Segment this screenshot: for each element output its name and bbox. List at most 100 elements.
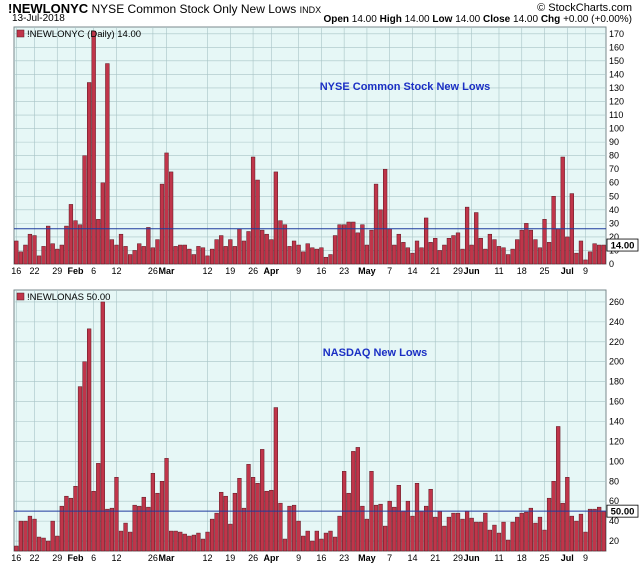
bar [560,156,565,265]
bar [55,535,60,552]
current-value-label: 50.00 [611,507,635,518]
bar [378,209,383,265]
x-tick-label: 18 [517,266,527,276]
bar [96,463,101,552]
bar [214,512,219,552]
bar [127,531,133,552]
x-tick-label: Jun [464,553,480,563]
bar [241,240,247,265]
bar [524,511,529,552]
plot-area [13,289,607,552]
y-tick-label: 200 [609,357,624,367]
current-value-label: 14.00 [611,241,635,252]
y-tick-label: 150 [609,56,624,66]
bar [551,196,556,265]
y-tick-label: 50 [609,191,619,201]
bar [410,252,415,265]
x-tick-label: 18 [517,553,527,563]
bar [528,229,533,265]
bar [533,522,538,552]
x-tick-label: 9 [296,553,301,563]
y-tick-label: 160 [609,397,624,407]
bar [82,155,87,265]
x-tick-label: 26 [248,266,258,276]
x-tick-label: 12 [111,553,121,563]
bar [597,506,602,552]
bar [578,240,584,265]
bar [565,236,570,265]
bar [260,229,265,265]
bar [46,540,51,552]
bar [483,248,488,265]
bar [342,224,347,265]
bar [150,473,156,552]
panel-1: 0102030405060708090100110120130140150160… [11,26,639,276]
bar [583,259,588,265]
bar [446,516,452,552]
close-value: 14.00 [513,14,539,25]
low-value: 14.00 [455,14,481,25]
bar [346,492,351,552]
bar [127,254,133,265]
bar [278,220,283,265]
y-tick-label: 140 [609,69,624,79]
bar [246,231,251,265]
bar [556,426,561,552]
bar [433,238,438,265]
bar [264,233,269,265]
bar [55,248,60,265]
panel-title: NASDAQ New Lows [323,347,428,359]
bar [223,246,228,265]
y-tick-label: 20 [609,232,619,242]
x-tick-label: 29 [453,553,463,563]
legend-swatch [16,292,25,301]
bar [250,477,256,552]
bar [200,247,206,265]
bar [496,246,502,265]
bar [355,232,360,265]
stockcharts-logo[interactable]: © StockCharts.com [537,2,632,14]
bar [428,488,433,552]
bar [73,485,78,552]
bar [232,246,237,265]
x-tick-label: 16 [11,553,21,563]
x-tick-label: Apr [264,266,280,276]
bar [496,532,502,552]
bar [601,244,606,265]
bar [501,247,506,265]
bar [14,545,19,552]
bar [437,510,442,552]
bar [314,530,319,552]
bar [87,328,92,552]
bar [168,171,174,265]
bar [474,521,479,552]
x-tick-label: 7 [387,553,392,563]
bar [132,250,137,265]
bar [364,244,370,265]
y-tick-label: 110 [609,110,623,120]
bar [396,485,401,552]
bar [328,530,333,552]
plot-area [13,26,607,265]
x-tick-label: 12 [203,266,213,276]
bar [492,239,497,265]
bar [196,532,201,552]
bar [528,507,533,552]
bar [519,512,524,552]
bar [282,538,288,552]
x-tick-label: 9 [296,266,301,276]
x-tick-label: May [358,553,376,563]
x-tick-label: May [358,266,376,276]
bar [232,492,237,552]
bar [533,239,538,265]
panel-title: NYSE Common Stock New Lows [320,81,491,93]
bar [364,518,370,552]
bar [159,481,165,552]
y-tick-label: 220 [609,337,624,347]
bar [287,505,292,552]
x-tick-label: 19 [225,266,235,276]
legend-swatch [16,29,25,38]
bar [301,251,306,265]
bar [455,232,461,265]
